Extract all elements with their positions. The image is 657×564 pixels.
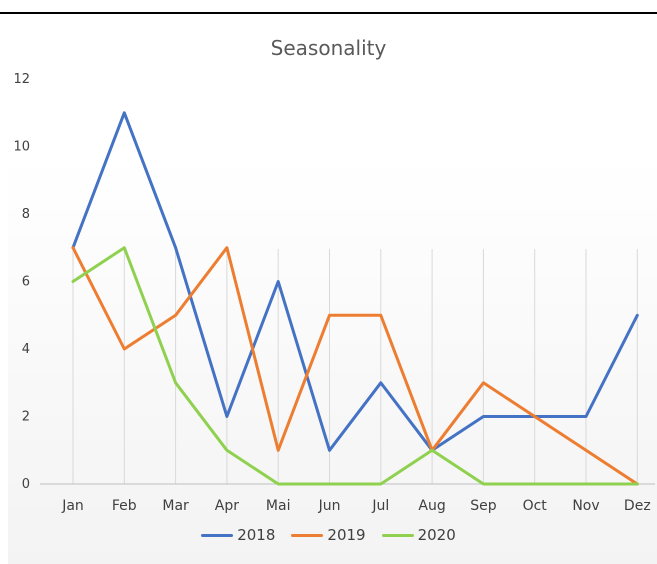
legend-label-2020: 2020 bbox=[417, 526, 456, 544]
x-tick-label: Oct bbox=[523, 498, 548, 514]
y-tick-label: 8 bbox=[22, 207, 30, 222]
plot-background bbox=[8, 18, 657, 564]
series-line-2018 bbox=[71, 111, 639, 452]
legend-swatch-2020 bbox=[381, 533, 414, 537]
legend: 2018 2019 2020 bbox=[0, 526, 657, 544]
chart-title: Seasonality bbox=[270, 36, 387, 60]
x-tick-label: Mai bbox=[266, 498, 291, 514]
y-tick-label: 10 bbox=[13, 140, 30, 155]
x-tick-label: Dez bbox=[624, 498, 651, 514]
y-tick-label: 12 bbox=[13, 72, 30, 87]
x-tick-label: Jun bbox=[318, 498, 341, 514]
x-tick-label: Aug bbox=[418, 498, 445, 514]
y-tick-label: 0 bbox=[22, 477, 30, 492]
x-tick-label: Nov bbox=[572, 498, 599, 514]
series-line-2019 bbox=[71, 246, 639, 486]
x-tick-label: Jul bbox=[371, 498, 389, 514]
legend-item-2019: 2019 bbox=[291, 526, 366, 544]
legend-item-2018: 2018 bbox=[201, 526, 275, 544]
legend-label-2019: 2019 bbox=[327, 526, 366, 544]
x-tick-label: Mar bbox=[162, 498, 189, 514]
y-tick-label: 2 bbox=[22, 410, 30, 425]
x-tick-label: Sep bbox=[470, 498, 497, 514]
y-tick-label: 4 bbox=[22, 342, 30, 357]
top-rule bbox=[0, 12, 657, 14]
series-line-2020 bbox=[71, 246, 639, 486]
legend-swatch-2018 bbox=[201, 533, 234, 537]
legend-item-2020: 2020 bbox=[381, 526, 456, 544]
x-tick-label: Jan bbox=[61, 498, 84, 514]
legend-swatch-2019 bbox=[291, 533, 324, 537]
x-tick-label: Feb bbox=[112, 498, 137, 514]
x-tick-label: Apr bbox=[215, 498, 239, 514]
y-tick-label: 6 bbox=[22, 275, 30, 290]
legend-label-2018: 2018 bbox=[237, 526, 276, 544]
